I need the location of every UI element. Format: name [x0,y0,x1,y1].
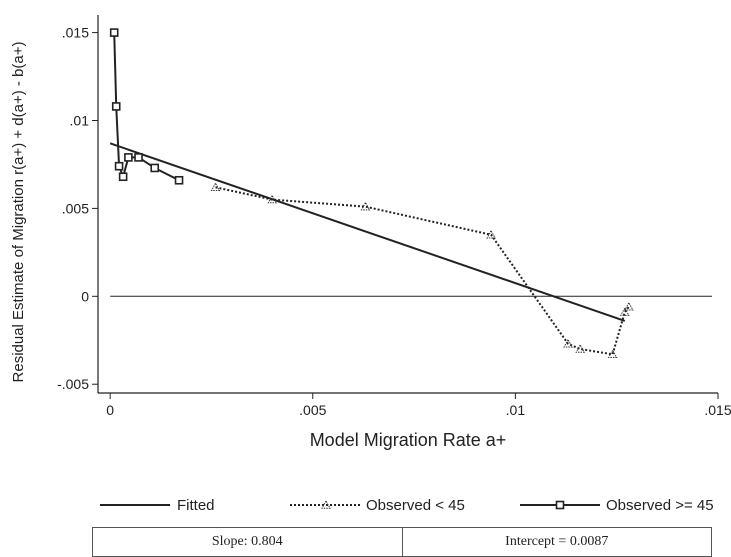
legend-swatch-triangle [321,499,331,509]
observed-under-45-point [607,349,618,359]
y-tick-label: .015 [62,25,89,41]
x-tick-label: .015 [704,402,731,418]
y-tick-label: 0 [81,288,89,304]
y-tick-label: -.005 [57,376,89,392]
legend-item: Observed >= 45 [520,497,714,514]
observed-45-plus-point [124,153,133,162]
observed-under-45-point [267,194,278,204]
observed-under-45-point [486,229,496,239]
intercept-cell: Intercept = 0.0087 [401,527,712,557]
observed-under-45-point [210,182,221,191]
legend-item: Fitted [100,497,215,514]
observed-45-plus-line [113,32,180,182]
observed-45-plus-point [174,175,184,185]
y-tick-label: .01 [70,112,90,128]
y-tick-label: .005 [62,200,89,216]
observed-under-45-point [575,344,586,353]
observed-45-plus-point [134,153,143,162]
observed-under-45-line [215,186,630,356]
observed-45-plus-point [109,28,119,37]
observed-45-plus-point [150,163,160,173]
x-axis-title: Model Migration Rate a+ [310,430,507,450]
fitted-line [109,142,626,322]
observed-under-45-point [619,307,630,316]
x-tick-label: .005 [299,402,326,418]
x-tick-label: .01 [506,402,526,418]
y-axis-title: Residual Estimate of Migration r(a+) + d… [10,42,27,383]
legend-label: Fitted [177,497,215,514]
x-tick-label: 0 [106,402,114,418]
observed-under-45-point [360,201,371,211]
observed-45-plus-point [118,172,128,182]
observed-under-45-point [623,301,634,311]
legend-label: Observed < 45 [366,497,465,514]
observed-45-plus-point [111,102,121,111]
slope-cell: Slope: 0.804 [92,527,403,557]
observed-45-plus-point [114,161,124,171]
legend-label: Observed >= 45 [606,497,714,514]
stats-table: Slope: 0.804 Intercept = 0.0087 [92,527,712,557]
legend-item: Observed < 45 [290,497,465,514]
legend-swatch-square [555,500,565,510]
observed-under-45-point [563,338,573,348]
